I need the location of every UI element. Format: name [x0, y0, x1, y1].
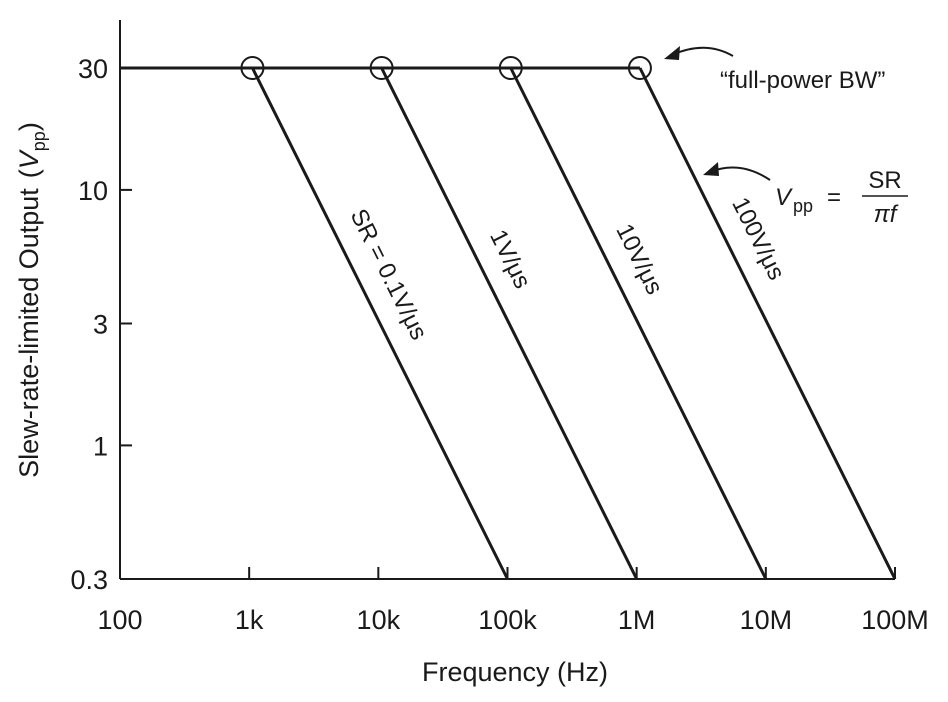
formula-equals: = [827, 184, 841, 211]
x-tick-label: 1M [618, 605, 656, 635]
sr-line-0 [251, 67, 509, 580]
y-axis-title-unit-sub: pp [29, 131, 49, 151]
series-layer [120, 66, 897, 580]
x-tick-label: 100M [861, 605, 929, 635]
y-axis-title: Slew-rate-limited Output(Vpp) [14, 122, 49, 478]
curve-labels: SR = 0.1V/μs 1V/μs 10V/μs 100V/μs [345, 193, 790, 344]
y-tick-label: 30 [78, 54, 108, 84]
full-power-knee-marker [240, 56, 265, 80]
formula-arrowhead [703, 162, 719, 176]
x-tick-label: 10M [740, 605, 793, 635]
full-power-knee-marker [498, 56, 523, 80]
x-tick-label: 100 [97, 605, 142, 635]
y-tick-label: 10 [78, 176, 108, 206]
y-ticks: 0.3 1 3 10 30 [70, 54, 132, 595]
x-ticks: 100 1k 10k 100k 1M 10M 100M [97, 567, 929, 635]
formula-numerator: SR [868, 167, 901, 194]
y-tick-label: 3 [93, 310, 108, 340]
knee-markers [240, 56, 652, 80]
x-axis-title: Frequency (Hz) [422, 657, 608, 687]
formula-denominator: πf [874, 201, 899, 228]
formula-arrow [709, 166, 771, 181]
full-power-annotation: “full-power BW” [664, 46, 885, 94]
full-power-arrow [671, 46, 734, 57]
formula-annotation: V pp = SR πf [703, 162, 908, 228]
x-tick-label: 100k [478, 605, 537, 635]
full-power-arrowhead [664, 46, 680, 60]
sr-line-label: SR = 0.1V/μs [345, 205, 433, 345]
y-axis-title-unit-v: V [14, 148, 44, 169]
sr-line-1 [380, 67, 639, 580]
y-tick-label: 0.3 [70, 565, 108, 595]
svg-text:Slew-rate-limited Output(Vpp): Slew-rate-limited Output(Vpp) [14, 122, 49, 478]
y-tick-label: 1 [93, 431, 108, 461]
full-power-label: “full-power BW” [720, 67, 885, 94]
x-tick-label: 1k [235, 605, 264, 635]
formula-sub: pp [793, 196, 813, 216]
sr-line-label: 1V/μs [484, 226, 536, 293]
full-power-knee-marker [369, 56, 394, 80]
sr-line-3 [638, 67, 897, 580]
y-axis-title-main: Slew-rate-limited Output [14, 188, 44, 478]
full-power-knee-marker [627, 56, 652, 80]
x-tick-label: 10k [357, 605, 401, 635]
sr-line-2 [509, 67, 768, 580]
formula-v: V [775, 184, 793, 211]
axes [119, 20, 895, 580]
